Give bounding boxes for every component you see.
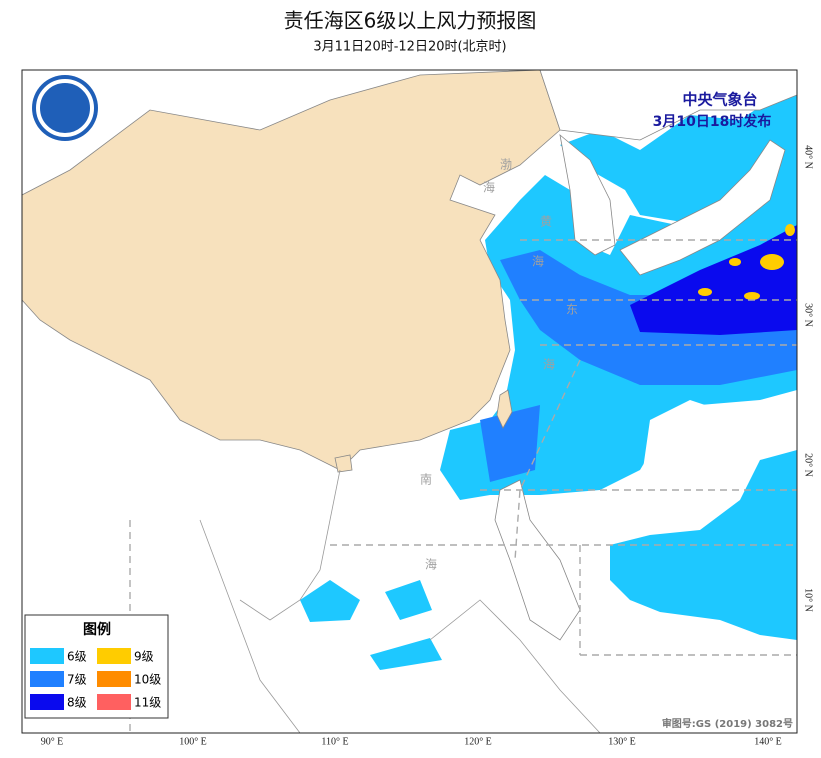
sea-label: 海 — [483, 180, 495, 195]
wind-6 — [300, 580, 442, 670]
hainan — [334, 454, 353, 473]
legend-swatch — [30, 694, 64, 710]
map: 渤 海 黄 海 东 海 南 海 中央气象台 3月10日18时发布 40° N 3… — [21, 69, 814, 747]
issuer: 中央气象台 — [682, 91, 757, 109]
legend-swatch — [97, 671, 131, 687]
logo — [36, 79, 94, 137]
frame — [21, 69, 798, 734]
legend-swatch — [97, 694, 131, 710]
title: 责任海区6级以上风力预报图 — [284, 9, 537, 33]
lat-label: 40° N — [803, 145, 814, 169]
sea-label: 南 — [420, 472, 432, 487]
legend-item: 7级 — [67, 673, 87, 687]
legend-item: 10级 — [134, 673, 161, 687]
legend-swatch — [30, 648, 64, 664]
lon-label: 130° E — [608, 736, 636, 747]
wind-9 — [698, 224, 795, 300]
subtitle: 3月11日20时-12日20时(北京时) — [313, 40, 506, 55]
legend-item: 11级 — [134, 696, 161, 710]
sea-label: 东 — [566, 303, 578, 317]
legend-swatch — [97, 648, 131, 664]
legend-item: 8级 — [67, 696, 87, 710]
taiwan — [496, 389, 513, 429]
lon-label: 90° E — [41, 736, 64, 747]
lon-label: 120° E — [464, 736, 492, 747]
approval: 审图号:GS (2019) 3082号 — [662, 717, 793, 730]
wind-8 — [630, 225, 797, 335]
japan — [619, 139, 786, 276]
legend-swatch — [30, 671, 64, 687]
coastline — [199, 469, 601, 733]
sea-label: 海 — [532, 254, 544, 269]
sea-label: 海 — [425, 557, 437, 572]
lat-label: 30° N — [803, 303, 814, 327]
lat-label: 20° N — [803, 453, 814, 477]
ocean — [640, 400, 740, 505]
issue-time: 3月10日18时发布 — [653, 113, 772, 130]
area-boundary — [129, 239, 797, 733]
sea-label: 黄 — [540, 215, 552, 229]
legend: 图例 6级 7级 8级 9级 10级 11级 — [24, 614, 169, 719]
sea-label: 海 — [543, 357, 555, 372]
lat-label: 10° N — [803, 588, 814, 612]
legend-item: 6级 — [67, 650, 87, 664]
china-land — [22, 70, 561, 471]
legend-item: 9级 — [134, 650, 154, 664]
korea — [559, 133, 616, 256]
philippines — [494, 479, 581, 641]
lon-label: 140° E — [754, 736, 782, 747]
lon-label: 110° E — [321, 736, 348, 747]
logo — [32, 75, 98, 141]
lon-label: 100° E — [179, 736, 207, 747]
russia — [539, 70, 797, 141]
sea-label: 渤 — [500, 158, 512, 172]
legend-title: 图例 — [83, 621, 111, 638]
